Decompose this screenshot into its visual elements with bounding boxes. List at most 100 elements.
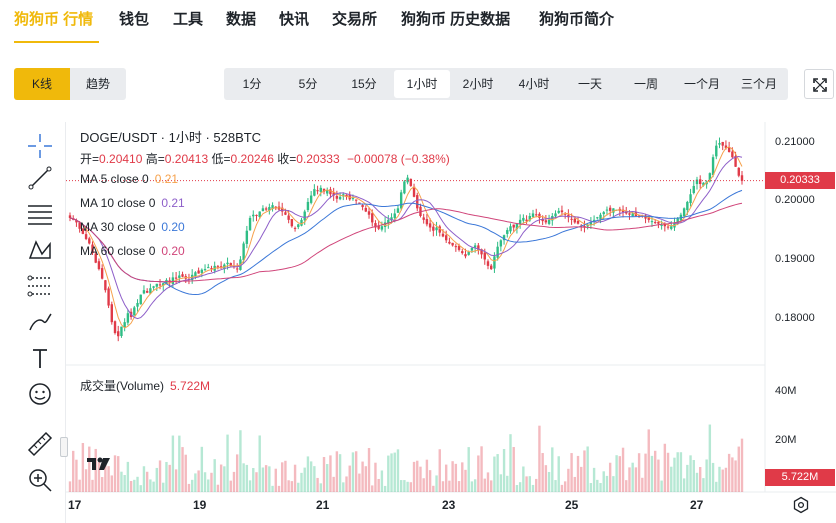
candle-body [727,147,731,153]
candle-body [560,210,564,213]
volume-bar [110,475,113,492]
volume-bar [174,469,178,492]
interval-1w[interactable]: 一周 [633,77,658,91]
pattern-tool[interactable] [24,234,56,266]
volume-bar [673,457,676,492]
volume-bar [281,462,284,492]
fib-tool[interactable] [24,270,56,302]
candle-body [480,249,483,255]
volume-bar [580,466,583,492]
candle-body [68,215,72,218]
volume-bar [338,454,342,492]
volume-bar [136,476,139,492]
interval-5m[interactable]: 5分 [298,77,318,91]
volume-bar [464,469,467,492]
candle-body [506,230,509,234]
interval-2h[interactable]: 2小时 [462,77,494,91]
candle-body [737,167,740,176]
candle-body [97,261,101,270]
nav-item-intro[interactable]: 狗狗币简介 [539,11,615,28]
volume-bar [653,450,657,492]
candle-body [715,145,718,157]
volume-bar [293,464,297,492]
volume-bar [155,467,159,492]
candle-body [342,194,345,197]
emoji-tool[interactable] [24,378,56,410]
interval-1d[interactable]: 一天 [577,77,602,91]
candle-body [570,218,573,220]
candle-body [457,245,461,250]
volume-bar [631,462,634,492]
horizontal-lines-tool[interactable] [24,198,56,230]
volume-bar [416,460,419,492]
volume-bar [615,455,618,492]
interval-15m[interactable]: 15分 [351,77,377,91]
fullscreen-button[interactable] [804,69,834,99]
nav-item-data[interactable]: 数据 [226,11,257,28]
candle-body [406,177,409,183]
candle-body [547,219,551,224]
text-tool[interactable] [24,342,56,374]
interval-1h[interactable]: 1小时 [394,70,450,98]
candle-body [245,230,249,244]
ma30-value: 0.20 [161,220,185,234]
open-label: 开= [80,152,100,166]
kline-button[interactable]: K线 [14,68,70,100]
trend-line-tool[interactable] [24,162,56,194]
candle-body [152,286,155,288]
volume-bar [689,455,692,492]
interval-4h[interactable]: 4小时 [518,77,550,91]
toolbar-collapse-handle[interactable] [60,437,68,457]
volume-bar [432,485,435,492]
ruler-tool[interactable] [24,428,56,460]
volume-bar [612,476,615,492]
volume-bar [490,480,493,492]
volume-bar [178,435,181,492]
volume-bar [139,485,142,492]
candle-body [718,143,721,145]
interval-1mo[interactable]: 一个月 [683,77,720,91]
brush-tool[interactable] [24,306,56,338]
zoom-tool[interactable] [24,464,56,496]
settings-icon[interactable] [792,496,810,514]
drawing-toolbar [0,122,66,523]
trend-button[interactable]: 趋势 [70,68,126,100]
volume-bar [740,438,744,492]
nav-item-news[interactable]: 快讯 [279,11,310,28]
nav-item-exchange[interactable]: 交易所 [332,11,378,28]
volume-bar [242,463,245,492]
candle-body [608,207,612,211]
nav-item-doge-market[interactable]: 狗狗币 行情 [14,11,94,28]
nav-item-history[interactable]: 狗狗币 历史数据 [401,11,511,28]
candle-body [647,216,650,220]
volume-bar [326,464,329,492]
volume-bar [708,424,712,492]
nav-item-tools[interactable]: 工具 [173,11,204,28]
interval-1m[interactable]: 1分 [242,77,262,91]
volume-bar [84,469,88,492]
volume-bar [702,478,705,492]
candle-body [653,222,657,224]
candle-body [699,179,702,185]
candle-body [351,198,355,200]
volume-bar [165,461,168,492]
volume-bar [68,481,72,492]
time-tick: 27 [690,498,704,512]
candle-body [383,222,387,227]
candle-body [676,218,679,225]
candle-body [628,213,631,215]
volume-bar [152,481,155,492]
nav-item-wallet[interactable]: 钱包 [119,11,150,28]
price-tick: 0.20000 [775,194,815,206]
crosshair-tool[interactable] [24,130,56,162]
interval-3mo[interactable]: 三个月 [740,77,777,91]
volume-bar [203,472,207,492]
volume-bar [297,482,300,492]
candle-body [538,213,541,218]
candle-body [319,187,322,192]
volume-bar [570,453,573,492]
candle-body [554,213,557,217]
volume-bar [586,446,589,492]
open-value: 0.20410 [99,152,143,166]
